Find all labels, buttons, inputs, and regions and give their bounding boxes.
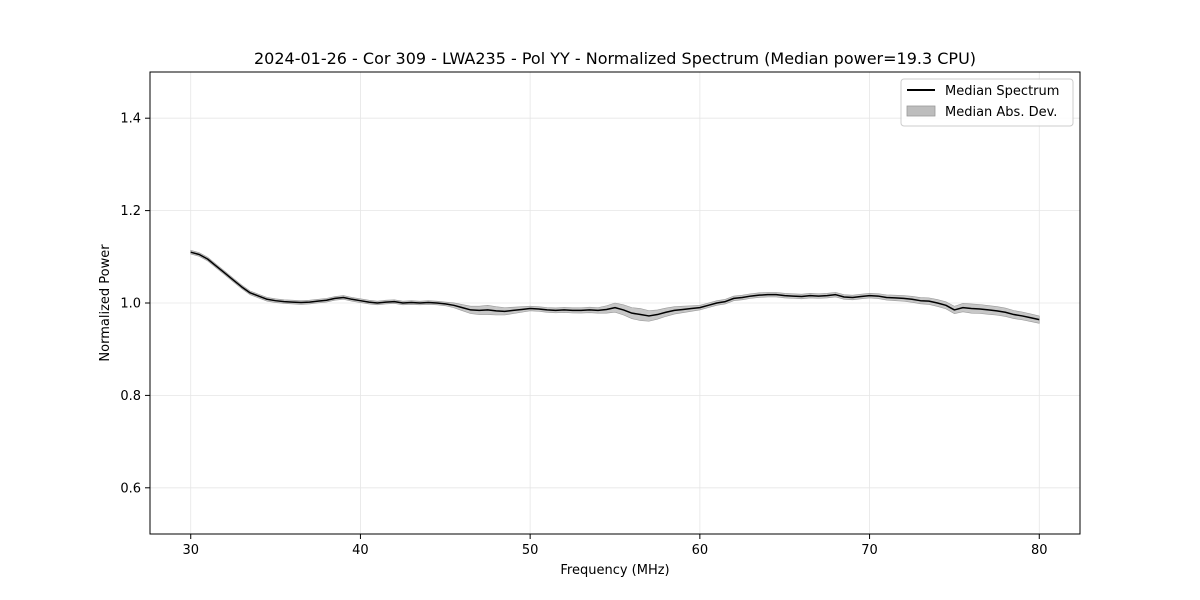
x-tick-label: 80 <box>1031 543 1048 558</box>
x-tick-label: 70 <box>861 543 878 558</box>
y-tick-label: 0.8 <box>120 389 141 404</box>
y-tick-label: 1.2 <box>120 204 141 219</box>
legend-label-median-spectrum: Median Spectrum <box>945 84 1059 99</box>
legend-box <box>900 78 1074 127</box>
legend-label-median-abs-dev: Median Abs. Dev. <box>945 105 1057 120</box>
x-tick-label: 40 <box>352 543 369 558</box>
axis-ticks: 30 40 50 60 70 80 0.6 0.8 1.0 1.2 1.4 <box>120 112 1047 558</box>
x-axis-label: Frequency (MHz) <box>560 563 669 578</box>
y-axis-label: Normalized Power <box>98 244 113 362</box>
y-tick-label: 0.6 <box>120 481 141 496</box>
legend: Median Spectrum Median Abs. Dev. <box>900 78 1074 127</box>
y-tick-label: 1.0 <box>120 297 141 312</box>
chart-title: 2024-01-26 - Cor 309 - LWA235 - Pol YY -… <box>254 49 976 68</box>
median-abs-dev-band <box>190 249 1040 324</box>
x-tick-label: 50 <box>522 543 539 558</box>
x-tick-label: 30 <box>182 543 199 558</box>
y-tick-label: 1.4 <box>120 112 141 127</box>
median-spectrum-line <box>190 251 1040 321</box>
x-tick-label: 60 <box>692 543 709 558</box>
legend-band-swatch <box>906 105 936 117</box>
plot-area <box>190 249 1040 324</box>
